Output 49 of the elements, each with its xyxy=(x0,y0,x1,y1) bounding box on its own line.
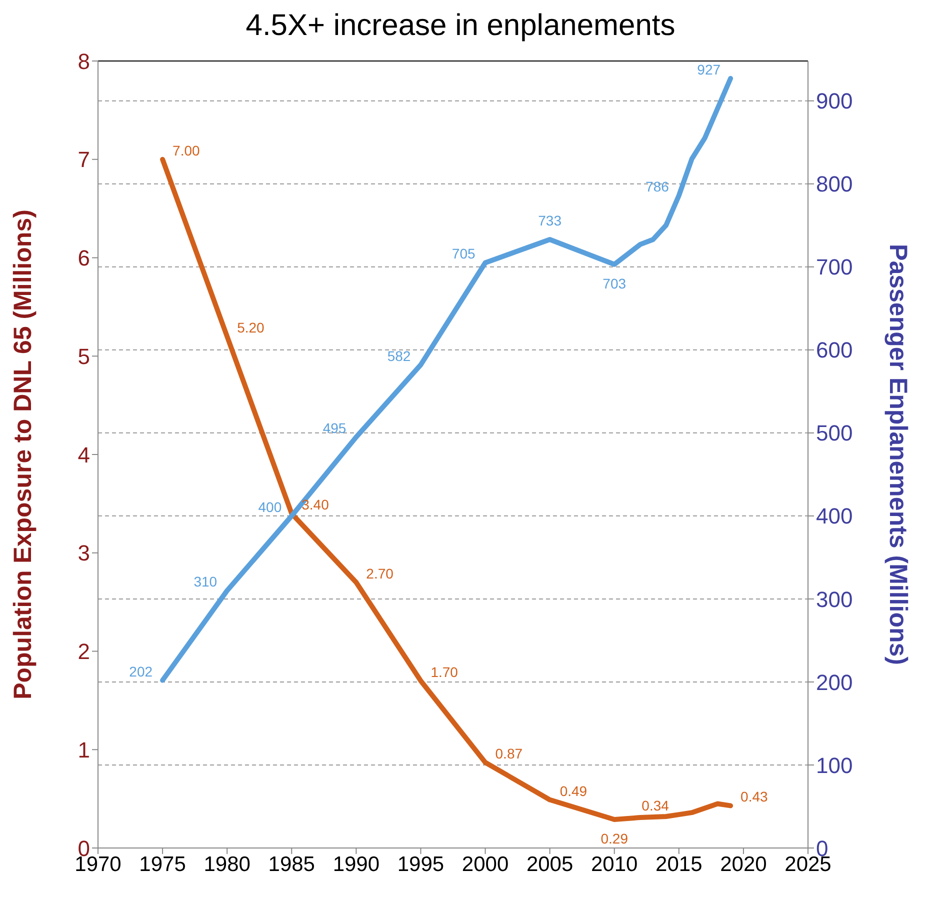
data-label: 7.00 xyxy=(172,142,200,158)
y2-tick-label: 300 xyxy=(816,586,853,612)
x-tick-label: 2000 xyxy=(462,852,509,876)
data-label: 0.87 xyxy=(495,745,523,762)
data-label: 703 xyxy=(602,275,626,292)
y-tick-label: 7 xyxy=(78,147,90,172)
y2-tick-label: 700 xyxy=(816,254,853,280)
y-tick-label: 3 xyxy=(78,540,90,566)
data-label: 733 xyxy=(538,212,562,228)
x-tick-label: 2005 xyxy=(526,852,574,876)
y-tick-label: 1 xyxy=(78,737,90,762)
data-label: 927 xyxy=(697,61,721,78)
y-axis-title: Population Exposure to DNL 65 (Millions) xyxy=(8,210,37,700)
data-label: 0.49 xyxy=(560,782,588,799)
data-label: 2.70 xyxy=(366,565,394,582)
y2-tick-label: 800 xyxy=(816,172,853,197)
data-label: 705 xyxy=(452,246,476,262)
x-tick-label: 1980 xyxy=(204,852,250,876)
y2-tick-label: 100 xyxy=(816,752,853,778)
x-tick-label: 1985 xyxy=(268,852,315,876)
data-label: 1.70 xyxy=(430,664,458,680)
data-label: 202 xyxy=(129,663,153,680)
x-tick-label: 1990 xyxy=(332,852,380,876)
x-tick-label: 2015 xyxy=(656,852,702,876)
y-tick-label: 6 xyxy=(78,246,90,271)
chart-title: 4.5X+ increase in enplanements xyxy=(244,8,676,44)
x-tick-label: 1975 xyxy=(139,852,186,876)
y-tick-label: 2 xyxy=(78,639,90,664)
y-tick-label: 5 xyxy=(78,344,90,369)
data-label: 310 xyxy=(194,574,218,590)
data-label: 0.43 xyxy=(740,788,768,805)
data-label: 3.40 xyxy=(302,496,330,513)
y2-axis-title: Passenger Enplanements (Millions) xyxy=(884,244,912,665)
y-tick-label: 4 xyxy=(78,442,90,468)
data-label: 582 xyxy=(387,348,411,364)
x-tick-label: 2020 xyxy=(720,852,767,876)
y2-tick-label: 500 xyxy=(816,420,853,446)
data-label: 400 xyxy=(258,498,282,515)
y-tick-label: 8 xyxy=(78,48,90,74)
y2-tick-label: 200 xyxy=(816,670,853,695)
data-label: 495 xyxy=(322,420,346,436)
y2-tick-label: 400 xyxy=(816,504,853,529)
y2-tick-label: 600 xyxy=(816,338,853,363)
data-label: 5.20 xyxy=(237,319,265,336)
data-label: 0.29 xyxy=(600,830,628,846)
x-tick-label: 1995 xyxy=(397,852,444,876)
x-tick-label: 2010 xyxy=(591,852,638,876)
y2-tick-label: 900 xyxy=(816,88,853,114)
data-label: 0.34 xyxy=(642,798,670,814)
